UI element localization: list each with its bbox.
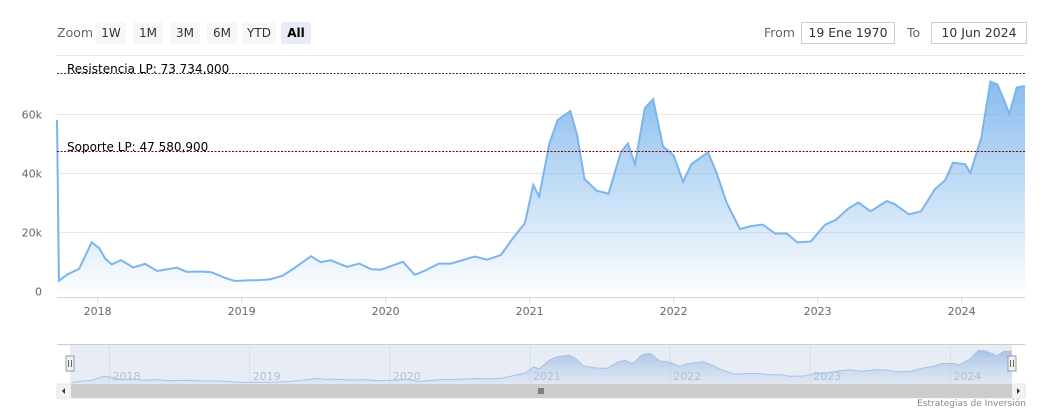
x-tick-label: 2022 <box>660 305 688 318</box>
x-tick-label: 2019 <box>228 305 256 318</box>
x-tick-label: 2024 <box>948 305 976 318</box>
handle-grip-icon <box>68 360 72 367</box>
zoom-1m-button[interactable]: 1M <box>133 22 163 44</box>
credits-link[interactable]: Estrategias de Inversión <box>917 399 1026 409</box>
zoom-3m-button[interactable]: 3M <box>170 22 200 44</box>
handle-grip-icon <box>1010 360 1014 367</box>
zoom-6m-button[interactable]: 6M <box>207 22 237 44</box>
to-date-input[interactable]: 10 Jun 2024 <box>931 22 1027 44</box>
price-area-fill <box>57 81 1025 291</box>
from-date-input[interactable]: 19 Ene 1970 <box>801 22 895 44</box>
zoom-all-button[interactable]: All <box>281 22 311 44</box>
y-tick-label: 40k <box>22 168 43 181</box>
navigator-selected-range <box>70 345 1012 384</box>
y-tick-label: 60k <box>22 109 43 122</box>
zoom-1w-button[interactable]: 1W <box>96 22 126 44</box>
zoom-label: Zoom <box>57 25 94 40</box>
scroll-right-arrow-icon[interactable] <box>1017 388 1020 394</box>
navigator-right-handle[interactable] <box>1007 355 1017 372</box>
scroll-left-arrow-icon[interactable] <box>62 388 65 394</box>
resistance-label: Resistencia LP: 73 734,000 <box>67 62 230 76</box>
y-tick-label: 20k <box>22 227 43 240</box>
to-label: To <box>907 25 921 40</box>
x-tick-label: 2020 <box>372 305 400 318</box>
x-tick-label: 2018 <box>84 305 112 318</box>
price-line <box>56 80 1026 283</box>
x-tick-label: 2023 <box>804 305 832 318</box>
x-tick-label: 2021 <box>516 305 544 318</box>
from-label: From <box>764 25 795 40</box>
scrollbar-grip-icon <box>538 388 544 394</box>
navigator-left-handle[interactable] <box>65 355 75 372</box>
support-label: Soporte LP: 47 580,900 <box>67 140 209 154</box>
y-tick-label: 0 <box>35 286 42 299</box>
zoom-ytd-button[interactable]: YTD <box>242 22 276 44</box>
